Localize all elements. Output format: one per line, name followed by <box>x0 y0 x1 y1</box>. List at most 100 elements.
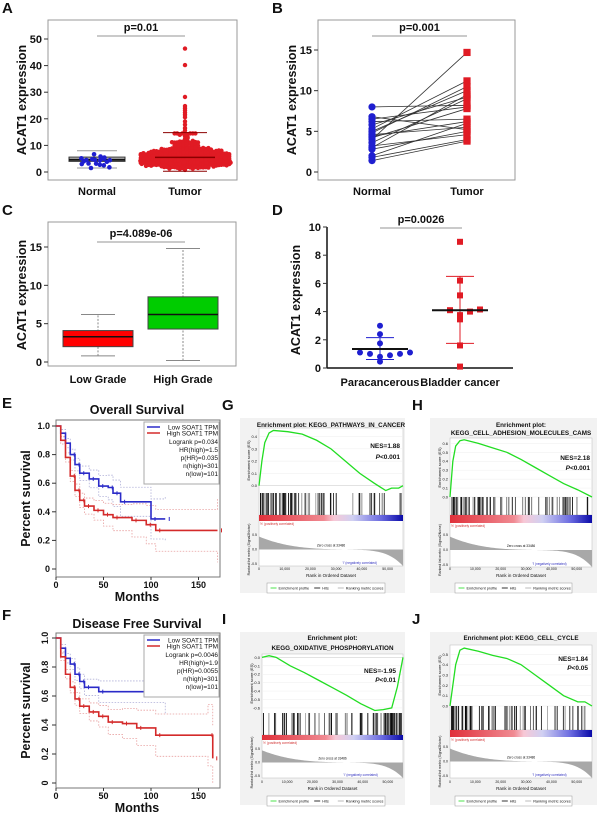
panel-label: H <box>412 397 423 414</box>
enrichment-curve <box>449 647 593 707</box>
panel-label: C <box>2 202 13 219</box>
es-tick-label: 0.3 <box>442 672 448 677</box>
bladder-cancer-point <box>457 292 463 299</box>
gsea-title: KEGG_OXIDATIVE_PHOSPHORYLATION <box>272 645 394 652</box>
negatively-correlated-label: 'l' (negatively correlated) <box>344 773 378 777</box>
pair-line <box>371 104 468 108</box>
stat-label: n(high)=301 <box>183 676 218 683</box>
tumor-point <box>182 115 188 120</box>
pair-line <box>371 116 468 131</box>
gsea-plot-area <box>449 644 593 779</box>
bladder-cancer-point <box>467 308 473 315</box>
stat-label: p(HR)=0.0055 <box>177 668 218 675</box>
y-tick-label: 40 <box>30 61 42 73</box>
plot-frame <box>317 19 516 181</box>
tumor-point <box>145 157 150 162</box>
tumor-point <box>149 149 154 155</box>
x-tick-label: 50 <box>98 791 108 801</box>
p-value: <0.001 <box>570 465 590 472</box>
rank-tick-label: 0.0 <box>255 761 260 765</box>
es-tick-label: -0.5 <box>253 697 261 702</box>
legend-label: Enrichment profile <box>467 799 498 803</box>
panel-a: A 0 10 20 30 40 50 Normal Tumor ACAT1 expression p… <box>2 0 238 198</box>
tumor-point <box>182 122 188 127</box>
tumor-point <box>162 152 168 157</box>
legend-label: Enrichment profile <box>467 586 498 590</box>
rank-tick-label: -0.5 <box>254 774 260 778</box>
tumor-point <box>463 77 471 85</box>
nes-label: NES=2.18 <box>560 455 590 462</box>
category-label: Paracancerous <box>341 377 420 389</box>
es-tick-label: 0.5 <box>442 652 448 657</box>
stat-label: n(high)=301 <box>183 463 218 470</box>
y-axis-label: Percent survival <box>19 662 33 759</box>
es-tick-label: -0.4 <box>253 689 261 694</box>
rank-axis-label: Ranked list metric (Signal2Noise) <box>247 524 251 576</box>
y-tick-label: 0 <box>315 363 321 375</box>
es-tick-label: 0.4 <box>251 434 257 439</box>
bladder-cancer-point <box>457 342 463 349</box>
panel-g: G Enrichment plot: KEGG_PATHWAYS_IN_CANCE… <box>222 397 406 594</box>
p-value: <0.01 <box>380 677 397 684</box>
es-axis-label: Enrichment score (ES) <box>246 440 251 481</box>
tumor-point <box>162 164 167 170</box>
x-tick-label: 30,000 <box>332 780 343 784</box>
normal-point <box>88 165 94 171</box>
pair-line <box>371 106 468 120</box>
rank-tick-label: 0.5 <box>252 533 257 537</box>
p-symbol: P <box>567 665 572 672</box>
paracancerous-point <box>377 353 383 360</box>
y-tick-label: 50 <box>30 34 42 46</box>
tumor-point <box>211 151 216 157</box>
category-label: Tumor <box>450 186 484 198</box>
pair-line <box>371 140 468 162</box>
rank-tick-label: 0.5 <box>443 745 448 749</box>
tumor-point <box>463 130 471 139</box>
stat-label: n(low)=101 <box>186 471 219 478</box>
p-symbol: P <box>566 465 571 472</box>
es-tick-label: 0.3 <box>251 446 257 451</box>
bladder-cancer-point <box>457 238 463 245</box>
confidence-band <box>56 637 214 727</box>
es-tick-label: -0.2 <box>253 672 261 677</box>
p-value-label: P<0.001 <box>376 454 401 461</box>
nes-label: NES=-1.95 <box>364 668 396 675</box>
normal-point <box>368 113 376 121</box>
y-tick-label: 2 <box>315 335 321 347</box>
normal-point <box>102 155 107 160</box>
p-value-label: p=4.089e-06 <box>110 228 173 240</box>
x-tick-label: 100 <box>143 791 158 801</box>
rank-axis-label: Ranked list metric (Signal2Noise) <box>250 737 254 789</box>
x-tick-label: 150 <box>191 791 206 801</box>
tumor-point <box>151 161 156 166</box>
es-tick-label: 0.2 <box>442 477 448 482</box>
tumor-point <box>177 161 182 167</box>
legend-label: Low SOAT1 TPM <box>168 425 218 432</box>
tumor-point <box>182 119 188 124</box>
x-tick-label: 20,000 <box>305 567 316 571</box>
rank-tick-label: -0.5 <box>442 774 448 778</box>
confidence-band <box>56 637 214 783</box>
x-tick-label: 20,000 <box>495 567 506 571</box>
paracancerous-point <box>377 340 383 347</box>
es-axis-label: Enrichment score (ES) <box>437 655 442 696</box>
es-tick-label: 0.5 <box>442 450 448 455</box>
x-tick-label: 0 <box>449 780 451 784</box>
paracancerous-point <box>377 322 383 329</box>
enrichment-curve <box>258 429 404 492</box>
normal-point <box>368 152 376 160</box>
category-label: Normal <box>353 186 391 198</box>
panel-label: D <box>272 202 283 219</box>
p-symbol: P <box>375 677 380 684</box>
tumor-point <box>463 115 471 123</box>
legend-label: Enrichment profile <box>279 586 310 590</box>
panel-i: I Enrichment plot: KEGG_OXIDATIVE_PHOSPHOR… <box>222 611 405 807</box>
tumor-point <box>150 154 156 159</box>
plot-frame <box>55 632 221 789</box>
panel-h: H Enrichment plot:KEGG_CELL_ADHESION_MOLE… <box>412 397 597 594</box>
rank-tick-label: 0.5 <box>443 533 448 537</box>
normal-point <box>107 165 112 170</box>
x-tick-label: 50,000 <box>571 780 582 784</box>
tumor-point <box>169 139 175 145</box>
positively-correlated-label: 'h' (positively correlated) <box>451 738 485 742</box>
